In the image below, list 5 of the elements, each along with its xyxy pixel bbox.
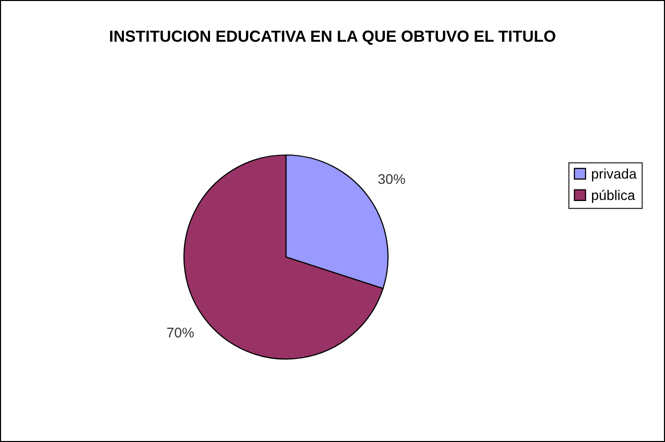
chart-title: INSTITUCION EDUCATIVA EN LA QUE OBTUVO EL TITULO bbox=[110, 30, 556, 45]
data-label: 30% bbox=[378, 174, 406, 184]
legend-label: privada bbox=[592, 168, 637, 182]
data-label: 70% bbox=[167, 328, 194, 338]
legend-label: pública bbox=[592, 190, 636, 203]
